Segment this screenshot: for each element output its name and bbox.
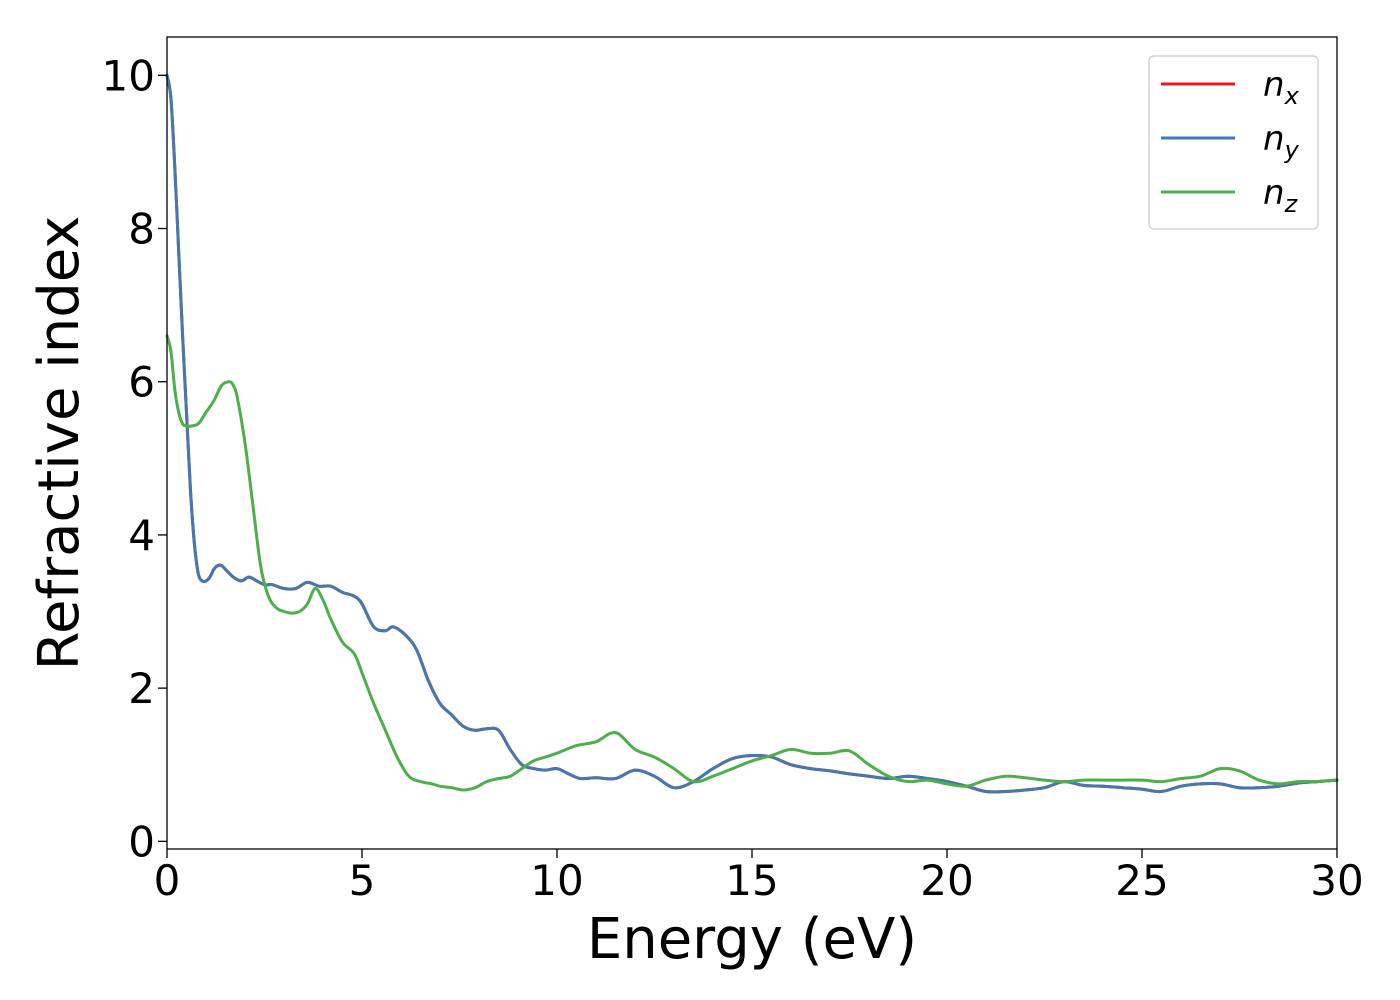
legend-label-x: nx: [1263, 65, 1300, 110]
x-axis-title: Energy (eV): [587, 907, 917, 972]
y-tick-label: 6: [128, 358, 155, 407]
legend-label-y: ny: [1263, 119, 1300, 164]
x-tick-label: 15: [725, 856, 778, 905]
x-tick-label: 25: [1115, 856, 1168, 905]
x-tick-label: 5: [349, 856, 376, 905]
series-line-y: [165, 73, 1339, 794]
x-tick-label: 10: [530, 856, 583, 905]
x-tick-label: 20: [920, 856, 973, 905]
y-tick-label: 2: [128, 664, 155, 713]
legend: nx ny nz: [1148, 55, 1319, 230]
legend-label-z: nz: [1263, 173, 1299, 218]
x-tick-label: 30: [1310, 856, 1363, 905]
y-axis: 0 2 4 6 8 10: [102, 51, 167, 866]
series-line-z: [165, 334, 1339, 792]
series-layer: [165, 73, 1339, 794]
y-tick-label: 4: [128, 511, 155, 560]
x-axis: 0 5 10 15 20 25 30: [154, 849, 1364, 905]
y-tick-label: 0: [128, 817, 155, 866]
y-tick-label: 8: [128, 205, 155, 254]
y-axis-title: Refractive index: [27, 216, 92, 671]
x-tick-label: 0: [154, 856, 181, 905]
y-tick-label: 10: [102, 51, 155, 100]
legend-box: [1148, 55, 1319, 230]
